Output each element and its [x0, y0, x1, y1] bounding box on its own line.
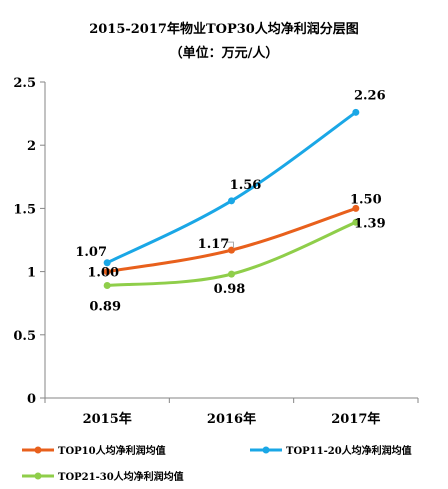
- legend-swatch-marker: [34, 472, 42, 480]
- data-label: 1.39: [354, 216, 386, 231]
- data-label: 1.00: [87, 266, 119, 281]
- data-label: 1.17: [198, 237, 230, 252]
- data-point: [103, 282, 111, 290]
- data-label: 0.98: [214, 282, 246, 297]
- legend-swatch-marker: [34, 446, 42, 454]
- data-point: [352, 204, 360, 212]
- x-tick-label: 2017年: [331, 411, 380, 427]
- legend-swatch-marker: [262, 446, 270, 454]
- y-tick-label: 0: [27, 392, 36, 407]
- label-leader-line: [225, 241, 234, 249]
- data-point: [103, 268, 111, 276]
- x-tick-label: 2016年: [207, 411, 256, 427]
- data-label: 1.56: [230, 178, 262, 193]
- data-label: 1.50: [350, 192, 382, 207]
- chart-subtitle: （单位：万元/人）: [169, 46, 279, 61]
- data-label: 0.89: [89, 300, 121, 315]
- legend-label: TOP10人均净利润均值: [58, 444, 166, 457]
- data-point: [228, 197, 235, 205]
- data-point: [352, 108, 360, 116]
- y-tick-label: 1.5: [13, 202, 36, 217]
- x-tick-label: 2015年: [83, 411, 132, 427]
- data-label: 2.26: [354, 88, 386, 103]
- y-tick-label: 2: [27, 139, 36, 154]
- data-label: 1.07: [75, 245, 107, 260]
- data-point: [228, 270, 235, 278]
- legend-label: TOP21-30人均净利润均值: [58, 470, 184, 483]
- y-tick-label: 1: [27, 266, 36, 281]
- legend-label: TOP11-20人均净利润均值: [286, 444, 412, 457]
- data-point: [352, 218, 360, 226]
- chart-title: 2015-2017年物业TOP30人均净利润分层图: [89, 22, 359, 37]
- y-tick-label: 2.5: [13, 76, 36, 91]
- data-point: [228, 246, 235, 254]
- y-tick-label: 0.5: [13, 329, 36, 344]
- data-point: [103, 259, 111, 267]
